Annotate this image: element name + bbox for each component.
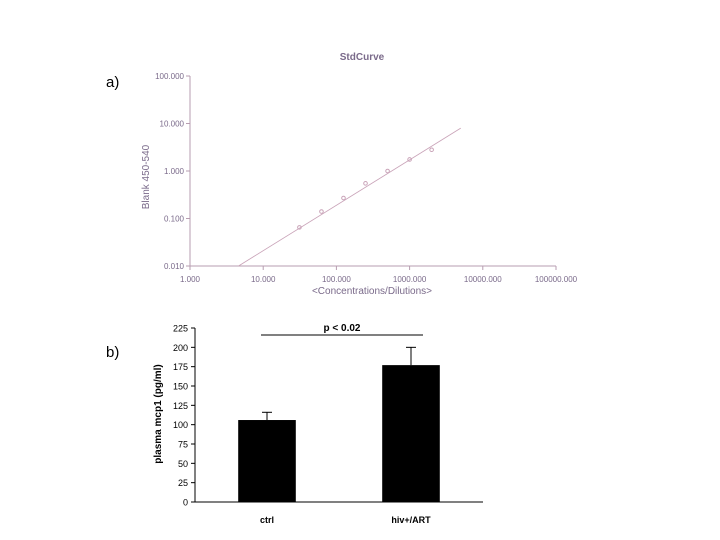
- y-tick-label: 75: [178, 440, 188, 450]
- data-point: [385, 168, 390, 174]
- y-tick-label: 50: [178, 459, 188, 469]
- panel-label-b: b): [106, 344, 120, 361]
- data-point: [363, 181, 368, 186]
- mcp1-bar-chart: plasma mcp1 (pg/ml) 0 25 50 75 100 125 150 175 2…: [153, 323, 483, 525]
- y-tick-label: 100: [173, 420, 188, 430]
- fit-line: [238, 127, 461, 267]
- y-tick-label: 1.000: [164, 167, 185, 176]
- x-tick-label: 1.000: [180, 275, 201, 284]
- y-tick-label: 10.000: [160, 120, 185, 129]
- y-tick-label: 200: [173, 343, 188, 353]
- x-tick-label: 10.000: [251, 275, 276, 284]
- category-label: ctrl: [260, 515, 274, 525]
- data-point: [319, 209, 324, 214]
- y-tick-label: 125: [173, 401, 188, 411]
- data-point: [297, 225, 302, 230]
- x-tick-label: 10000.000: [464, 275, 502, 284]
- y-tick-label: 175: [173, 362, 188, 372]
- std-curve-chart: StdCurve Blank 450-540 <Concentrations/D…: [141, 52, 578, 297]
- y-axis-label: Blank 450-540: [141, 144, 152, 209]
- y-tick-label: 0.100: [164, 215, 185, 224]
- panel-label-a: a): [106, 74, 120, 91]
- y-tick-label: 0: [183, 498, 188, 508]
- bar-ctrl: [238, 420, 296, 502]
- y-axis-label: plasma mcp1 (pg/ml): [153, 364, 164, 463]
- x-tick-label: 100000.000: [535, 275, 578, 284]
- y-tick-label: 25: [178, 478, 188, 488]
- y-tick-label: 225: [173, 324, 188, 334]
- x-axis-label: <Concentrations/Dilutions>: [312, 286, 432, 297]
- chart-title: StdCurve: [340, 52, 385, 63]
- y-tick-label: 0.010: [164, 262, 185, 271]
- data-point: [341, 195, 346, 201]
- bar-hiv+/ART: [382, 365, 440, 502]
- category-label: hiv+/ART: [391, 515, 431, 525]
- y-tick-label: 100.000: [155, 72, 184, 81]
- x-tick-label: 100.000: [322, 275, 351, 284]
- y-tick-label: 150: [173, 382, 188, 392]
- data-point: [429, 147, 434, 153]
- p-value-annotation: p < 0.02: [324, 323, 361, 334]
- data-point: [407, 157, 412, 162]
- x-tick-label: 1000.000: [393, 275, 427, 284]
